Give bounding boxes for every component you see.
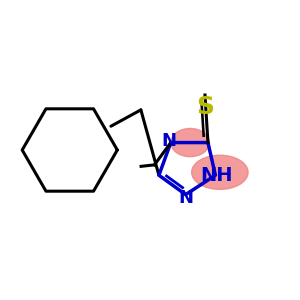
Ellipse shape	[171, 128, 209, 157]
Text: NH: NH	[201, 166, 233, 185]
Ellipse shape	[192, 155, 248, 189]
Text: S: S	[196, 95, 214, 119]
Text: N: N	[178, 189, 193, 207]
Text: N: N	[162, 132, 177, 150]
